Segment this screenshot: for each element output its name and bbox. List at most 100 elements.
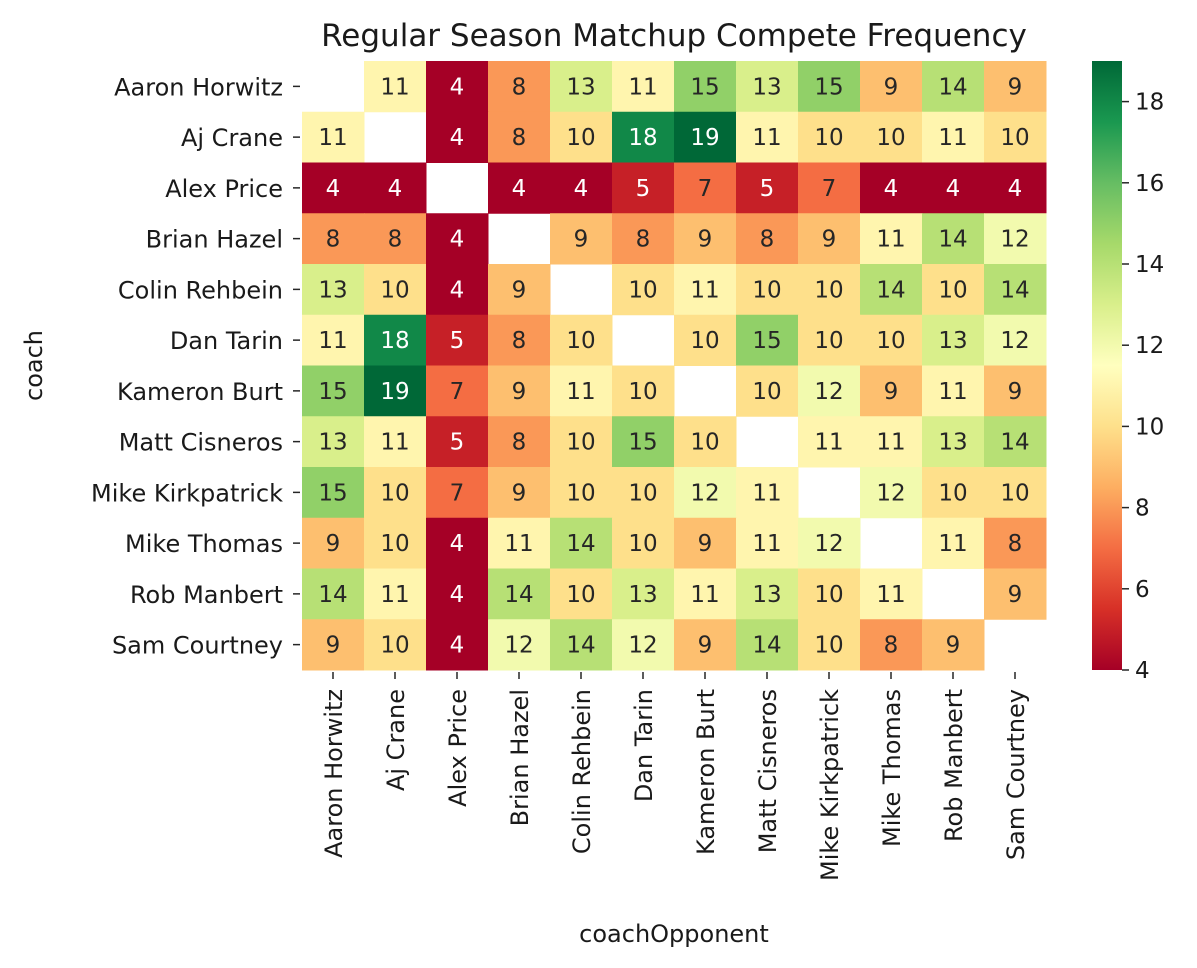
heatmap-cell [488, 568, 551, 620]
column-tick-label: Sam Courtney [1002, 689, 1030, 860]
cell-value-label: 10 [380, 633, 409, 659]
cell-value-label: 8 [512, 328, 527, 354]
cell-value-label: 9 [698, 633, 713, 659]
heatmap-cell [736, 264, 799, 316]
heatmap-cell [364, 568, 427, 620]
cell-value-label: 10 [814, 277, 843, 303]
row-tick-labels: Aaron Horwitz Aj Crane Alex Price Brian Haz… [91, 73, 300, 660]
heatmap-cell [488, 314, 551, 366]
heatmap-cell [798, 111, 861, 163]
heatmap-cell [364, 619, 427, 671]
cell-value-label: 10 [690, 430, 719, 456]
cell-value-label: 11 [938, 379, 967, 405]
cell-value-label: 4 [946, 176, 961, 202]
column-tick-label: Aaron Horwitz [320, 689, 348, 858]
cell-value-label: 9 [946, 633, 961, 659]
heatmap-cell [302, 568, 365, 620]
heatmap-cell [674, 467, 737, 519]
heatmap-cell [984, 264, 1047, 316]
heatmap-cell [488, 517, 551, 569]
heatmap-cell [426, 111, 489, 163]
cell-value-label: 10 [876, 125, 905, 151]
heatmap-cell [674, 568, 737, 620]
cell-value-label: 18 [380, 328, 409, 354]
cell-value-label: 14 [752, 633, 781, 659]
cell-value-label: 10 [566, 328, 595, 354]
cell-value-label: 11 [938, 125, 967, 151]
heatmap-cell [302, 111, 365, 163]
cell-value-label: 11 [752, 531, 781, 557]
cell-value-label: 12 [690, 480, 719, 506]
cell-value-label: 10 [814, 582, 843, 608]
heatmap-cell [550, 111, 613, 163]
heatmap-cell [984, 568, 1047, 620]
heatmap-cell [674, 416, 737, 468]
cell-value-label: 10 [814, 328, 843, 354]
heatmap-cell [426, 314, 489, 366]
heatmap-cell [798, 416, 861, 468]
heatmap-cell [364, 517, 427, 569]
column-tick-label: Alex Price [444, 689, 472, 807]
colorbar-tick-label: 8 [1135, 496, 1150, 522]
heatmap-cell [922, 162, 985, 214]
heatmap-cell [612, 162, 675, 214]
cell-value-label: 10 [566, 125, 595, 151]
cell-value-label: 4 [388, 176, 403, 202]
heatmap-cell [550, 314, 613, 366]
cell-value-label: 7 [450, 480, 465, 506]
heatmap-cell [984, 365, 1047, 417]
heatmap-cell [612, 264, 675, 316]
cell-value-label: 9 [512, 277, 527, 303]
cell-value-label: 11 [380, 430, 409, 456]
heatmap-cell [426, 264, 489, 316]
cell-value-label: 4 [450, 74, 465, 100]
heatmap-cell [922, 365, 985, 417]
heatmap-cell [302, 467, 365, 519]
heatmap-cell [364, 365, 427, 417]
colorbar-tick-label: 4 [1135, 658, 1150, 684]
cell-value-label: 13 [566, 74, 595, 100]
heatmap-cell [302, 162, 365, 214]
heatmap-cell [426, 61, 489, 113]
cell-value-label: 4 [512, 176, 527, 202]
heatmap-cell [302, 264, 365, 316]
cell-value-label: 4 [450, 125, 465, 151]
heatmap-cell [736, 467, 799, 519]
cell-value-label: 14 [1000, 277, 1029, 303]
cell-value-label: 4 [884, 176, 899, 202]
cell-value-label: 13 [752, 74, 781, 100]
cell-value-label: 4 [574, 176, 589, 202]
heatmap-cell [798, 365, 861, 417]
cell-value-label: 10 [752, 379, 781, 405]
cell-value-label: 11 [380, 582, 409, 608]
heatmap-cell [674, 213, 737, 265]
heatmap-cell [798, 213, 861, 265]
heatmap-cell [550, 619, 613, 671]
heatmap-cell [984, 416, 1047, 468]
heatmap-cell [550, 467, 613, 519]
cell-value-label: 9 [1008, 582, 1023, 608]
column-tick-label: Mike Thomas [878, 689, 906, 847]
heatmap-cell [922, 111, 985, 163]
cell-value-label: 5 [450, 430, 465, 456]
row-tick-label: Mike Thomas [125, 530, 283, 558]
cell-value-label: 8 [388, 227, 403, 253]
cell-value-label: 12 [1000, 328, 1029, 354]
heatmap-cell [426, 416, 489, 468]
cell-value-label: 12 [1000, 227, 1029, 253]
cell-value-label: 7 [450, 379, 465, 405]
heatmap-cell [612, 517, 675, 569]
row-tick-label: Brian Hazel [146, 226, 283, 254]
heatmap-cell [860, 61, 923, 113]
row-tick-label: Alex Price [165, 175, 283, 203]
cell-value-label: 9 [698, 531, 713, 557]
heatmap-cell [550, 213, 613, 265]
cell-value-label: 10 [380, 480, 409, 506]
column-tick-labels: Aaron Horwitz Aj Crane Alex Price Brian Haz… [320, 672, 1030, 881]
heatmap-cell [798, 314, 861, 366]
heatmap-cell [674, 162, 737, 214]
heatmap-cell [984, 517, 1047, 569]
heatmap-cell [860, 365, 923, 417]
heatmap-cell [736, 213, 799, 265]
row-tick-label: Colin Rehbein [118, 276, 283, 304]
